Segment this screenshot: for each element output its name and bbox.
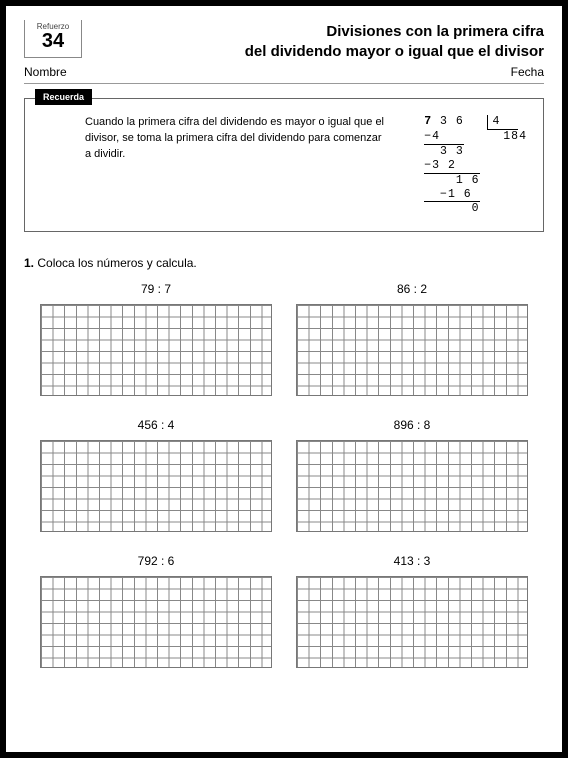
work-grid — [40, 576, 272, 668]
division-example: 7 3 6 4 −4 184 3 3 −3 2 1 6 −1 6 0 — [424, 115, 527, 217]
work-grid — [40, 304, 272, 396]
remember-text: Cuando la primera cifra del dividendo es… — [85, 115, 384, 217]
work-grid — [296, 576, 528, 668]
work-grid — [296, 440, 528, 532]
instruction-text: Coloca los números y calcula. — [37, 256, 196, 270]
problem-row-1: 79 : 7 86 : 2 — [24, 282, 544, 396]
problem-4: 896 : 8 — [296, 418, 528, 532]
problem-3: 456 : 4 — [40, 418, 272, 532]
title-line-2: del dividendo mayor o igual que el divis… — [94, 42, 544, 62]
problem-1: 79 : 7 — [40, 282, 272, 396]
problem-6: 413 : 3 — [296, 554, 528, 668]
problem-label: 896 : 8 — [296, 418, 528, 432]
name-label: Nombre — [24, 65, 67, 79]
problem-row-3: 792 : 6 413 : 3 — [24, 554, 544, 668]
remember-box: Recuerda Cuando la primera cifra del div… — [24, 98, 544, 232]
work-grid — [40, 440, 272, 532]
name-date-row: Nombre Fecha — [24, 65, 544, 84]
title-line-1: Divisiones con la primera cifra — [94, 22, 544, 42]
page-title: Divisiones con la primera cifra del divi… — [94, 20, 544, 61]
problem-label: 413 : 3 — [296, 554, 528, 568]
problem-5: 792 : 6 — [40, 554, 272, 668]
badge-number: 34 — [33, 31, 73, 51]
divisor-bar: 4 — [487, 115, 518, 130]
problem-label: 456 : 4 — [40, 418, 272, 432]
remember-tab: Recuerda — [35, 89, 92, 105]
instruction: 1. Coloca los números y calcula. — [24, 256, 544, 270]
work-grid — [296, 304, 528, 396]
instruction-number: 1. — [24, 256, 34, 270]
problem-label: 792 : 6 — [40, 554, 272, 568]
header: Refuerzo 34 Divisiones con la primera ci… — [24, 20, 544, 61]
problem-row-2: 456 : 4 896 : 8 — [24, 418, 544, 532]
lesson-badge: Refuerzo 34 — [24, 20, 82, 58]
problem-2: 86 : 2 — [296, 282, 528, 396]
problem-label: 86 : 2 — [296, 282, 528, 296]
date-label: Fecha — [511, 65, 544, 79]
dividend: 7 3 6 — [424, 115, 464, 128]
problem-label: 79 : 7 — [40, 282, 272, 296]
